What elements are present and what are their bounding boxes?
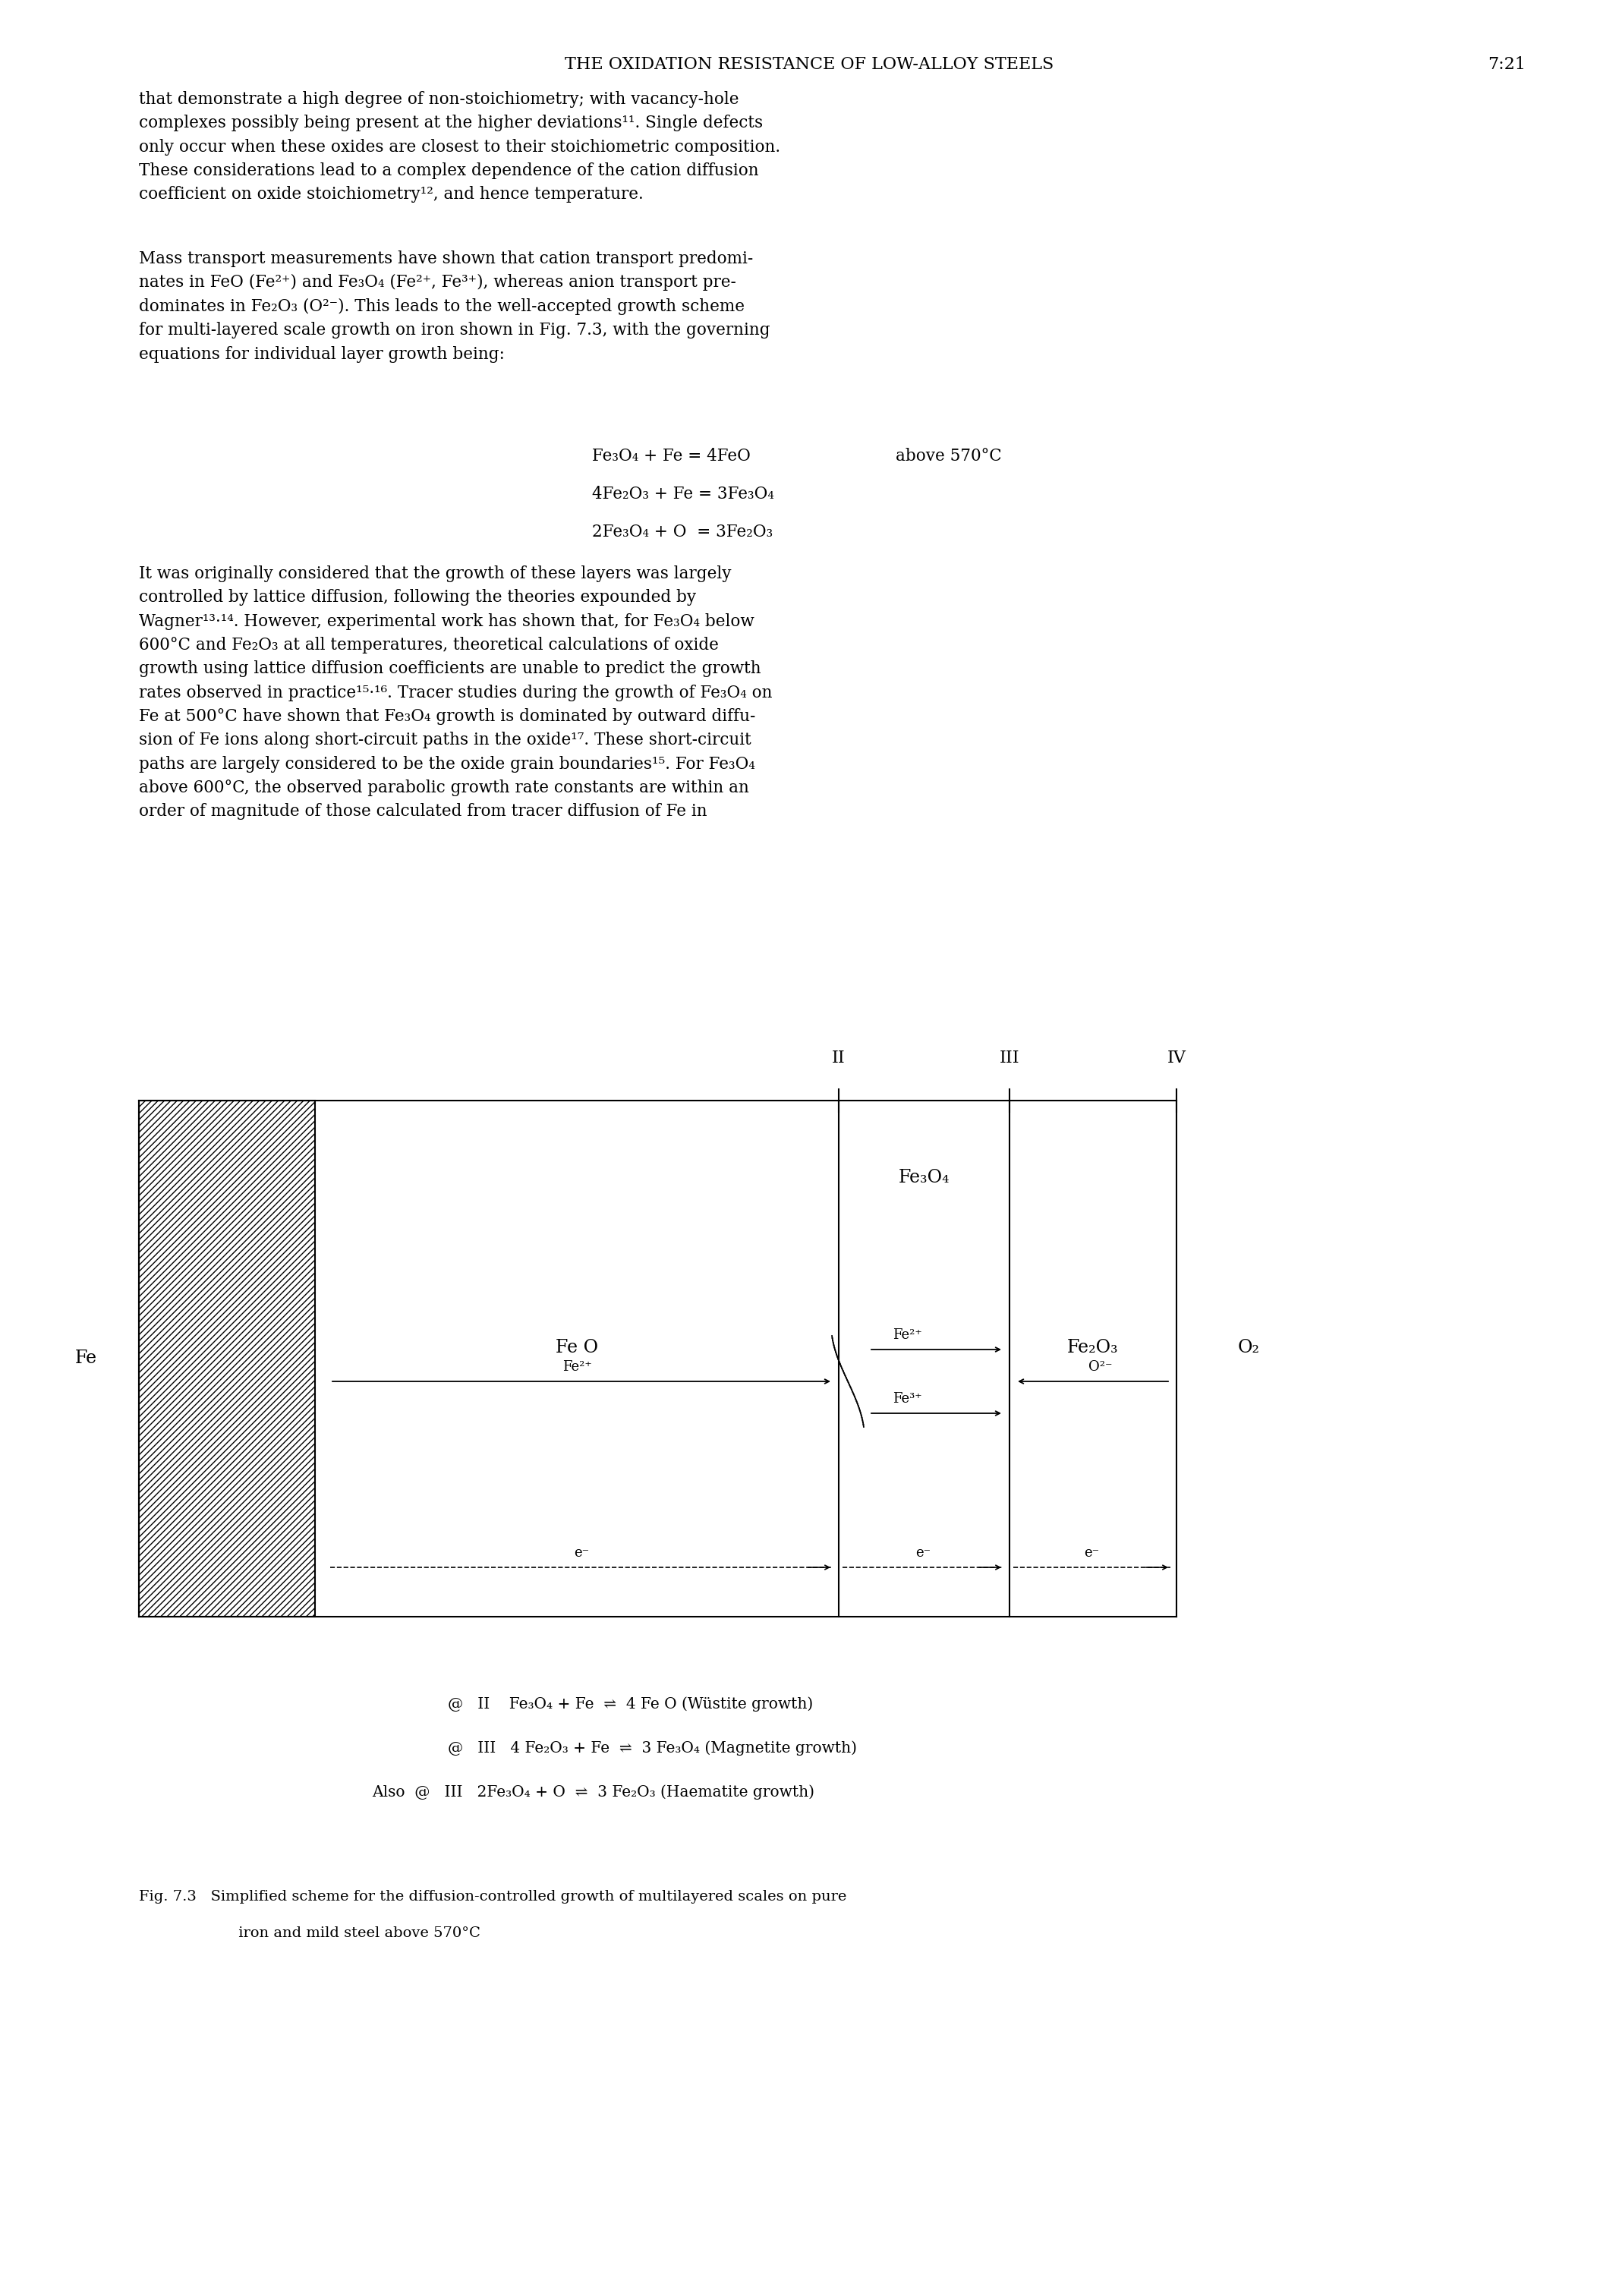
Text: III: III — [999, 1049, 1020, 1065]
Text: @   II    Fe₃O₄ + Fe  ⇌  4 Fe O (Wüstite growth): @ II Fe₃O₄ + Fe ⇌ 4 Fe O (Wüstite growth… — [448, 1697, 813, 1711]
Text: iron and mild steel above 570°C: iron and mild steel above 570°C — [139, 1926, 481, 1940]
Text: e⁻: e⁻ — [915, 1545, 931, 1559]
Text: It was originally considered that the growth of these layers was largely
control: It was originally considered that the gr… — [139, 565, 772, 820]
Text: O₂: O₂ — [1237, 1339, 1260, 1357]
Text: Fe: Fe — [74, 1350, 97, 1368]
Text: 7:21: 7:21 — [1488, 55, 1525, 73]
Text: Fe O: Fe O — [555, 1339, 597, 1357]
Text: e⁻: e⁻ — [1085, 1545, 1099, 1559]
Text: Fe²⁺: Fe²⁺ — [892, 1329, 921, 1341]
Text: above 570°C: above 570°C — [895, 448, 1002, 464]
Text: Fe²⁺: Fe²⁺ — [562, 1359, 591, 1373]
Text: Fe³⁺: Fe³⁺ — [892, 1391, 921, 1405]
Text: that demonstrate a high degree of non-stoichiometry; with vacancy-hole
complexes: that demonstrate a high degree of non-st… — [139, 92, 780, 202]
Text: Mass transport measurements have shown that cation transport predomi-
nates in F: Mass transport measurements have shown t… — [139, 250, 771, 363]
Text: @   III   4 Fe₂O₃ + Fe  ⇌  3 Fe₃O₄ (Magnetite growth): @ III 4 Fe₂O₃ + Fe ⇌ 3 Fe₃O₄ (Magnetite … — [448, 1740, 856, 1756]
Text: e⁻: e⁻ — [573, 1545, 589, 1559]
Text: O²⁻: O²⁻ — [1088, 1359, 1112, 1373]
Bar — [139, 1100, 316, 1616]
Text: 2Fe₃O₄ + O  = 3Fe₂O₃: 2Fe₃O₄ + O = 3Fe₂O₃ — [593, 523, 772, 540]
Text: II: II — [832, 1049, 845, 1065]
Text: Fe₃O₄ + Fe = 4FeO: Fe₃O₄ + Fe = 4FeO — [593, 448, 751, 464]
Text: THE OXIDATION RESISTANCE OF LOW-ALLOY STEELS: THE OXIDATION RESISTANCE OF LOW-ALLOY ST… — [565, 55, 1054, 73]
Text: Also  @   III   2Fe₃O₄ + O  ⇌  3 Fe₂O₃ (Haematite growth): Also @ III 2Fe₃O₄ + O ⇌ 3 Fe₂O₃ (Haemati… — [372, 1784, 814, 1800]
Text: IV: IV — [1167, 1049, 1187, 1065]
Text: 4Fe₂O₃ + Fe = 3Fe₃O₄: 4Fe₂O₃ + Fe = 3Fe₃O₄ — [593, 487, 774, 503]
Text: Fe₃O₄: Fe₃O₄ — [899, 1169, 950, 1187]
Text: Fig. 7.3   Simplified scheme for the diffusion-controlled growth of multilayered: Fig. 7.3 Simplified scheme for the diffu… — [139, 1890, 847, 1903]
Text: Fe₂O₃: Fe₂O₃ — [1067, 1339, 1119, 1357]
